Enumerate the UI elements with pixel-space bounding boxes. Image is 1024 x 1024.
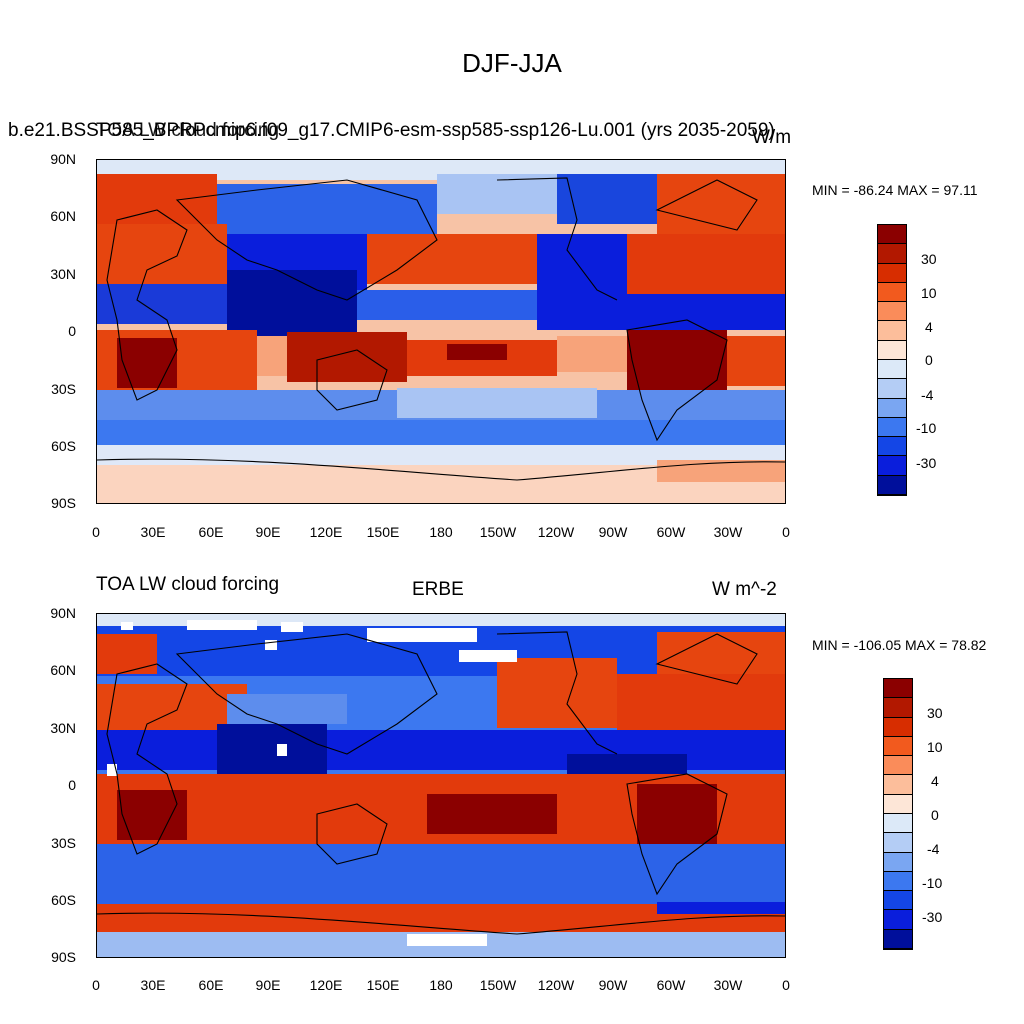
colorbar-label: 10 [921,285,937,301]
colorbar-label: 10 [927,739,943,755]
lat-label: 0 [68,323,76,339]
colorbar-swatch [878,340,906,360]
lon-label: 90W [598,977,628,993]
colorbar-label: 4 [931,773,939,789]
lon-label: 0 [92,524,100,540]
lat-label: 0 [68,777,76,793]
lon-label: 60E [198,977,224,993]
lat-label: 90S [51,495,76,511]
colorbar-label: 30 [921,251,937,267]
panel2-min-max: MIN = -106.05 MAX = 78.82 [812,637,987,653]
colorbar-swatch [884,756,912,776]
colorbar-label: 0 [925,352,933,368]
colorbar-label: 30 [927,705,943,721]
colorbar-swatch [884,929,912,949]
lat-label: 60N [50,662,76,678]
lon-label: 30E [140,524,166,540]
colorbar-swatch [884,871,912,892]
colorbar-label: 4 [925,319,933,335]
panel1-colorbar [877,224,907,496]
colorbar-swatch [884,852,912,872]
lon-label: 60W [656,524,686,540]
lat-label: 90N [50,605,76,621]
colorbar-swatches [883,678,913,950]
colorbar-swatch [878,263,906,283]
lon-label: 150E [366,524,400,540]
lon-label: 150W [479,524,517,540]
panel1-min-max: MIN = -86.24 MAX = 97.11 [812,182,978,198]
colorbar-swatch [878,398,906,418]
colorbar-swatch [884,775,912,795]
colorbar-swatch [878,417,906,438]
panel2-variable-title: TOA LW cloud forcing [96,574,280,595]
colorbar-swatch [878,456,906,476]
lon-label: 180 [429,524,453,540]
colorbar-swatch [884,910,912,930]
colorbar-swatch [884,794,912,814]
colorbar-swatch [884,698,912,718]
lat-label: 30S [51,835,76,851]
lat-label: 30N [50,266,76,282]
lon-label: 60W [656,977,686,993]
lon-label: 120E [309,524,343,540]
colorbar-swatch [878,475,906,495]
lon-label: 180 [429,977,453,993]
lat-label: 60N [50,208,76,224]
colorbar-swatch [884,736,912,757]
lon-label: 90E [255,977,281,993]
lat-label: 60S [51,438,76,454]
panel2-map [96,613,786,958]
lat-label: 90S [51,949,76,965]
colorbar-swatch [878,359,906,380]
colorbar-label: -10 [922,875,943,891]
panel2-units: W m^-2 [712,579,777,600]
colorbar-swatch [878,302,906,322]
lat-label: 30S [51,381,76,397]
lon-label: 30E [140,977,166,993]
lat-label: 90N [50,151,76,167]
colorbar-label: -4 [927,841,940,857]
colorbar-swatch [884,717,912,737]
panel2-colorbar [883,678,913,950]
colorbar-swatch [884,813,912,834]
colorbar-swatch [878,437,906,457]
colorbar-swatch [884,891,912,911]
lon-label: 0 [782,524,790,540]
panel2-dataset-title: ERBE [412,579,464,600]
colorbar-swatch [878,244,906,264]
lat-label: 30N [50,720,76,736]
colorbar-swatch [878,321,906,341]
colorbar-label: -30 [916,455,937,471]
lon-label: 120W [537,977,575,993]
lon-label: 150E [366,977,400,993]
colorbar-label: -30 [922,909,943,925]
panel2-contour-field [97,614,785,957]
colorbar-label: -10 [916,420,937,436]
colorbar-swatch [884,833,912,853]
lon-label: 30W [713,977,743,993]
colorbar-swatch [878,282,906,303]
lon-label: 30W [713,524,743,540]
colorbar-swatches [877,224,907,496]
lon-label: 0 [782,977,790,993]
lon-label: 90E [255,524,281,540]
colorbar-swatch [878,225,906,245]
lon-label: 120W [537,524,575,540]
colorbar-swatch [884,679,912,699]
lat-label: 60S [51,892,76,908]
panel1-map [96,159,786,504]
lon-label: 150W [479,977,517,993]
panel1-run-title: b.e21.BSSP585_BPRPcmip6.f09_g17.CMIP6-es… [8,120,775,141]
panel1-contour-field [97,160,785,503]
panel1-variable-title: TOA LW cloud forcing [96,120,280,141]
colorbar-swatch [878,379,906,399]
lon-label: 0 [92,977,100,993]
main-title: DJF-JJA [462,48,562,78]
panel1-units: W/m [752,127,792,148]
lon-label: 60E [198,524,224,540]
colorbar-label: 0 [931,807,939,823]
lon-label: 90W [598,524,628,540]
colorbar-label: -4 [921,387,934,403]
lon-label: 120E [309,977,343,993]
